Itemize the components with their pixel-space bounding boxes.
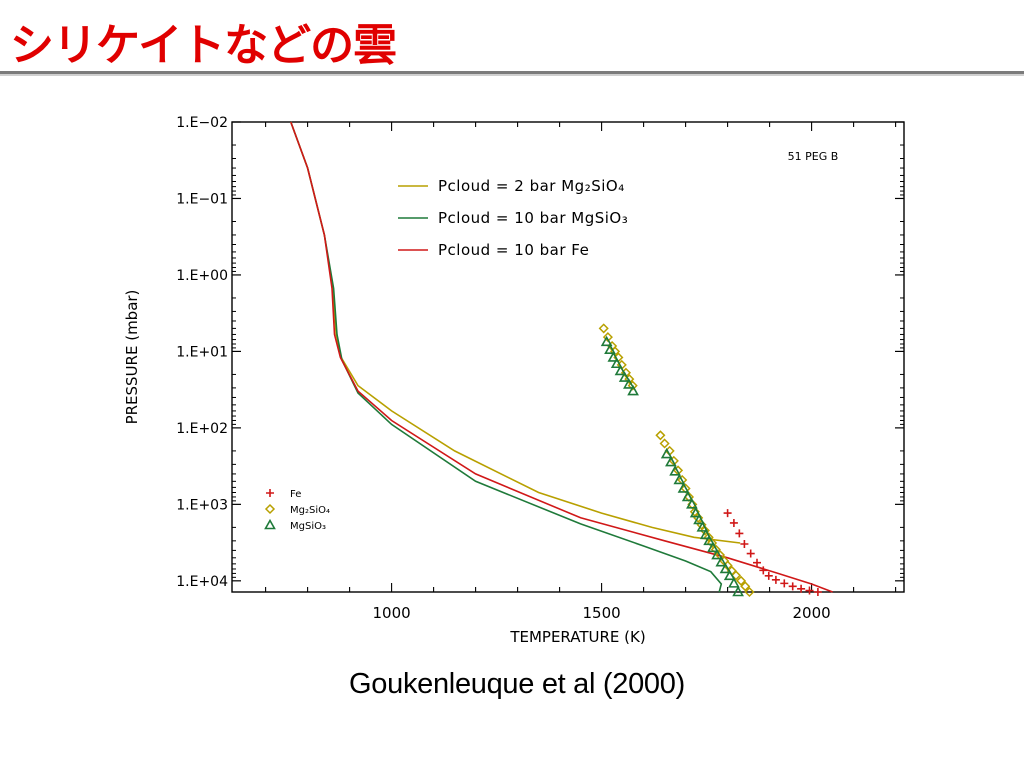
plot-area: 1.E−02 1.E−01 1.E+00 1.E+01 1.E+02 1.E+03 1.E+… bbox=[123, 115, 905, 646]
y-tick-label: 1.E+02 bbox=[176, 421, 228, 437]
data-point-2 bbox=[614, 364, 627, 376]
data-point-1 bbox=[627, 380, 638, 391]
data-point-2 bbox=[696, 521, 709, 532]
data-point-2 bbox=[699, 528, 712, 540]
legend-marker-swatch bbox=[266, 489, 274, 497]
data-point-2 bbox=[673, 473, 686, 485]
data-point-2 bbox=[610, 357, 623, 369]
citation: Goukenleuque et al (2000) bbox=[349, 668, 685, 700]
x-tick-label: 1000 bbox=[373, 604, 411, 622]
data-point-2 bbox=[711, 548, 723, 560]
data-point-2 bbox=[681, 490, 694, 502]
y-tick-label: 1.E−01 bbox=[176, 191, 228, 207]
data-point-1 bbox=[730, 570, 742, 581]
legend-marker-label: MgSiO₃ bbox=[290, 521, 326, 532]
x-axis-label: TEMPERATURE (K) bbox=[509, 628, 645, 646]
data-point-0 bbox=[746, 549, 755, 558]
data-point-1 bbox=[706, 537, 718, 549]
data-point-2 bbox=[686, 498, 698, 509]
x-tick-label: 2000 bbox=[793, 604, 831, 622]
data-point-2 bbox=[732, 585, 744, 597]
data-point-1 bbox=[744, 586, 755, 598]
data-point-2 bbox=[660, 447, 673, 459]
data-point-0 bbox=[788, 582, 797, 591]
y-tick-label: 1.E+01 bbox=[176, 344, 228, 360]
data-point-1 bbox=[699, 525, 710, 536]
y-tick-label: 1.E+00 bbox=[176, 268, 228, 284]
legend-line-label: Pcloud = 10 bar MgSiO₃ bbox=[438, 209, 628, 227]
data-point-2 bbox=[665, 455, 677, 467]
data-point-1 bbox=[659, 438, 670, 449]
data-point-0 bbox=[759, 566, 768, 575]
y-tick-label: 1.E−02 bbox=[176, 115, 228, 131]
data-point-0 bbox=[797, 584, 806, 593]
y-axis-label: PRESSURE (mbar) bbox=[123, 290, 141, 425]
data-point-2 bbox=[600, 335, 613, 347]
data-point-2 bbox=[618, 371, 631, 382]
legend-marker-label: Fe bbox=[290, 489, 301, 500]
chart-annotation: 51 PEG B bbox=[788, 150, 839, 163]
slide-title: シリケイトなどの雲 bbox=[10, 20, 397, 71]
data-point-0 bbox=[771, 575, 780, 584]
data-point-2 bbox=[715, 556, 728, 567]
title-divider-shadow bbox=[0, 74, 1024, 76]
data-point-0 bbox=[740, 540, 749, 549]
data-point-1 bbox=[655, 430, 666, 441]
plot-frame bbox=[231, 121, 905, 593]
data-point-0 bbox=[729, 518, 738, 527]
data-point-2 bbox=[627, 384, 639, 396]
y-tick-label: 1.E+04 bbox=[176, 574, 228, 590]
data-point-2 bbox=[693, 513, 705, 525]
legend-marker-swatch bbox=[264, 503, 276, 515]
data-point-0 bbox=[723, 509, 732, 518]
data-point-0 bbox=[753, 558, 761, 567]
data-point-2 bbox=[623, 378, 635, 389]
data-point-2 bbox=[723, 569, 736, 581]
data-point-0 bbox=[805, 586, 814, 595]
data-point-2 bbox=[669, 465, 681, 476]
data-point-0 bbox=[764, 571, 773, 580]
data-point-2 bbox=[689, 506, 702, 518]
data-point-2 bbox=[703, 534, 715, 546]
data-point-2 bbox=[607, 351, 620, 362]
legend-marker-swatch bbox=[264, 518, 276, 530]
series-line-2 bbox=[290, 121, 833, 593]
data-point-2 bbox=[707, 541, 719, 553]
data-point-2 bbox=[719, 562, 732, 574]
data-point-0 bbox=[735, 529, 744, 538]
data-point-0 bbox=[780, 579, 789, 588]
legend-marker-label: Mg₂SiO₄ bbox=[290, 505, 330, 516]
data-point-2 bbox=[604, 343, 616, 355]
x-tick-label: 1500 bbox=[583, 604, 621, 622]
data-point-2 bbox=[677, 482, 690, 493]
data-point-0 bbox=[813, 588, 822, 596]
data-point-1 bbox=[598, 323, 609, 334]
data-point-1 bbox=[735, 575, 747, 586]
legend-line-label: Pcloud = 10 bar Fe bbox=[438, 241, 589, 259]
title-divider bbox=[0, 71, 1024, 74]
data-point-2 bbox=[728, 577, 740, 588]
legend-line-label: Pcloud = 2 bar Mg₂SiO₄ bbox=[438, 177, 625, 195]
data-point-1 bbox=[740, 581, 751, 592]
y-tick-label: 1.E+03 bbox=[176, 497, 228, 513]
